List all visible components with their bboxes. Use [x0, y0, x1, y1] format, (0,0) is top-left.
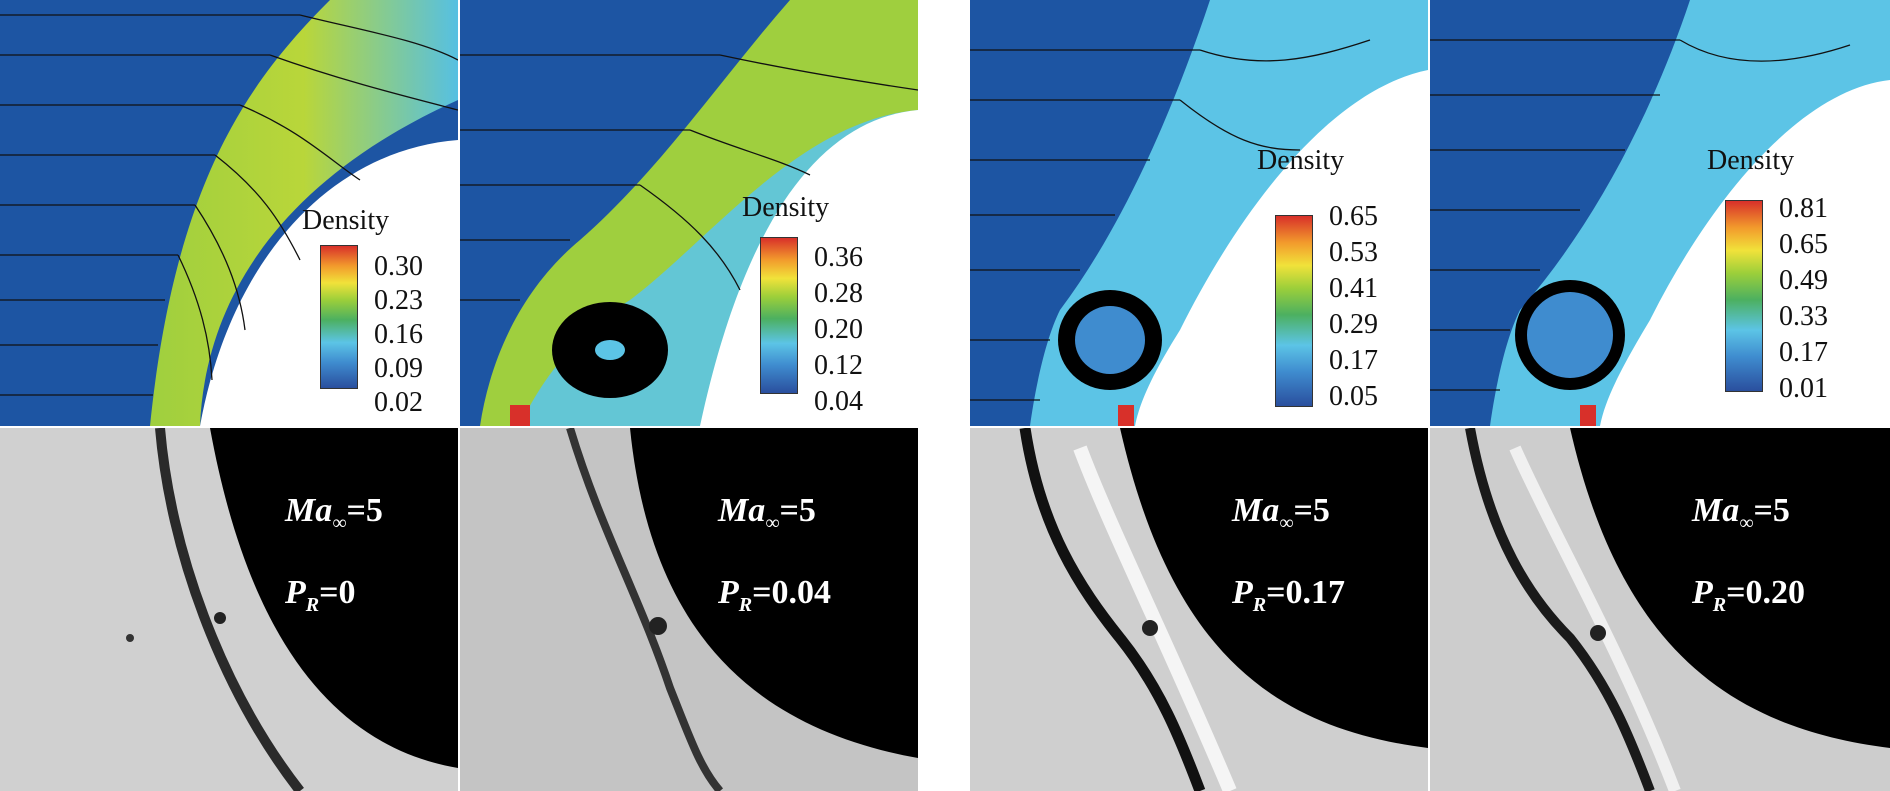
shock-layer: [150, 0, 458, 426]
blunt-body: [1120, 428, 1428, 748]
legend-tick: 0.29: [1329, 309, 1378, 340]
legend-tick: 0.01: [1779, 373, 1828, 404]
cfd-panel-1: Density 0.30 0.23 0.16 0.09 0.02: [0, 0, 458, 426]
legend-tick: 0.09: [374, 353, 423, 384]
cfd-panel-4: Density 0.81 0.65 0.49 0.33 0.17 0.01: [1430, 0, 1890, 426]
mach-value: =5: [1753, 492, 1790, 529]
mach-prefix: Ma: [718, 492, 766, 529]
streamlines: [460, 54, 918, 301]
legend-tick: 0.12: [814, 350, 863, 381]
flow-field-2: [460, 0, 918, 426]
legend-tick: 0.20: [814, 314, 863, 345]
streamlines: [0, 14, 458, 396]
body-surface: [700, 110, 918, 426]
pr-sub: R: [1252, 593, 1267, 616]
mach-symbol: ∞: [765, 511, 780, 534]
pr-prefix: P: [285, 574, 306, 611]
pr-prefix: P: [1692, 574, 1713, 611]
blunt-body: [210, 428, 458, 768]
pr-value: =0.20: [1726, 574, 1805, 611]
pressure-ratio-label: PR=0: [285, 574, 356, 617]
cfd-panel-2: Density 0.36 0.28 0.20 0.12 0.04: [460, 0, 918, 426]
pressure-ratio-label: PR=0.17: [1232, 574, 1345, 617]
legend-tick: 0.65: [1329, 201, 1378, 232]
legend-title: Density: [1257, 145, 1345, 176]
legend-title: Density: [742, 192, 830, 223]
pr-sub: R: [1712, 593, 1727, 616]
streamlines: [1430, 39, 1851, 391]
mach-label: Ma∞=5: [1692, 492, 1790, 535]
pr-prefix: P: [718, 574, 739, 611]
pr-prefix: P: [1232, 574, 1253, 611]
mach-value: =5: [1293, 492, 1330, 529]
mach-value: =5: [346, 492, 383, 529]
legend-tick: 0.81: [1779, 193, 1828, 224]
legend-tick: 0.33: [1779, 301, 1828, 332]
mach-label: Ma∞=5: [285, 492, 383, 535]
legend-tick: 0.30: [374, 251, 423, 282]
legend-tick: 0.16: [374, 319, 423, 350]
colorbar: [1725, 200, 1763, 392]
legend-tick: 0.04: [814, 386, 863, 417]
pr-value: =0: [319, 574, 356, 611]
pr-sub: R: [738, 593, 753, 616]
mach-symbol: ∞: [332, 511, 347, 534]
legend-tick: 0.28: [814, 278, 863, 309]
mach-prefix: Ma: [1232, 492, 1280, 529]
legend-tick: 0.36: [814, 242, 863, 273]
colorbar: [320, 245, 358, 389]
legend-tick: 0.41: [1329, 273, 1378, 304]
streamlines: [970, 39, 1371, 401]
legend-tick: 0.23: [374, 285, 423, 316]
legend-tick: 0.05: [1329, 381, 1378, 412]
schlieren-panel-2: Ma∞=5 PR=0.04: [460, 428, 918, 791]
mach-symbol: ∞: [1279, 511, 1294, 534]
colorbar: [760, 237, 798, 394]
shock-wave: [155, 428, 304, 791]
schlieren-panel-1: Ma∞=5 PR=0: [0, 428, 458, 791]
legend-tick: 0.02: [374, 387, 423, 418]
schlieren-image-2: [460, 428, 918, 791]
pr-value: =0.04: [752, 574, 831, 611]
colorbar: [1275, 215, 1313, 407]
legend-tick: 0.53: [1329, 237, 1378, 268]
pr-value: =0.17: [1266, 574, 1345, 611]
schlieren-panel-4: Ma∞=5 PR=0.20: [1430, 428, 1890, 791]
mach-value: =5: [779, 492, 816, 529]
legend-tick: 0.17: [1779, 337, 1828, 368]
mach-prefix: Ma: [1692, 492, 1740, 529]
legend-title: Density: [302, 205, 390, 236]
mach-label: Ma∞=5: [1232, 492, 1330, 535]
schlieren-panel-3: Ma∞=5 PR=0.17: [970, 428, 1428, 791]
blunt-body: [1570, 428, 1890, 748]
pr-sub: R: [305, 593, 320, 616]
mach-symbol: ∞: [1739, 511, 1754, 534]
legend-tick: 0.65: [1779, 229, 1828, 260]
schlieren-image-1: [0, 428, 458, 791]
mach-label: Ma∞=5: [718, 492, 816, 535]
shock-wave: [566, 428, 724, 791]
legend-tick: 0.17: [1329, 345, 1378, 376]
legend-title: Density: [1707, 145, 1795, 176]
legend-tick: 0.49: [1779, 265, 1828, 296]
schlieren-image-3: [970, 428, 1428, 791]
shock-wave: [1019, 428, 1206, 791]
pressure-ratio-label: PR=0.20: [1692, 574, 1805, 617]
cfd-panel-3: Density 0.65 0.53 0.41 0.29 0.17 0.05: [970, 0, 1428, 426]
pressure-ratio-label: PR=0.04: [718, 574, 831, 617]
schlieren-image-4: [1430, 428, 1890, 791]
shock-wave: [1465, 428, 1655, 791]
mach-prefix: Ma: [285, 492, 333, 529]
blunt-body: [630, 428, 918, 758]
